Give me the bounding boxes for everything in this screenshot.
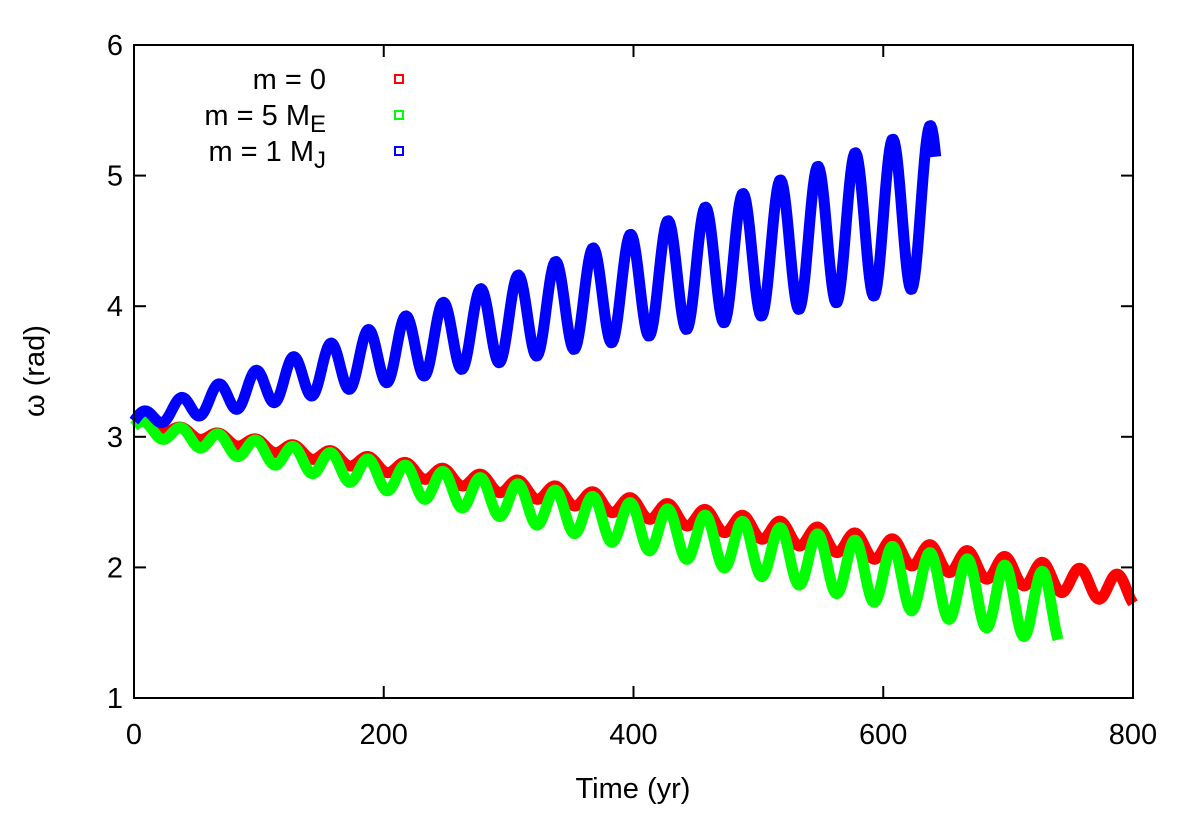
legend: m = 0 m = 5 MEm = 1 MJ [204, 64, 404, 174]
legend-label-0: m = 0 [253, 64, 326, 96]
x-axis-label: Time (yr) [576, 773, 691, 805]
plot-frame [133, 44, 1134, 699]
y-tick-label-5: 6 [107, 30, 123, 62]
series-layer [129, 120, 1138, 643]
y-tick-label-2: 3 [107, 422, 123, 454]
legend-marker-1 [394, 110, 404, 120]
ticks-layer: 0 200 400 600 800 1 2 3 4 5 6 [107, 30, 1157, 751]
legend-marker-2 [394, 146, 404, 156]
x-tick-label-2: 400 [609, 719, 657, 751]
series-line-2 [129, 120, 942, 429]
x-tick-label-3: 600 [859, 719, 907, 751]
y-tick-label-0: 1 [107, 683, 123, 715]
legend-label-2: m = 1 MJ [208, 136, 326, 174]
y-axis-label: ω (rad) [19, 325, 51, 417]
x-tick-label-0: 0 [126, 719, 142, 751]
y-tick-label-3: 4 [107, 291, 123, 323]
legend-marker-0 [394, 74, 404, 84]
y-tick-label-4: 5 [107, 161, 123, 193]
x-tick-label-4: 800 [1109, 719, 1157, 751]
series-line-1 [129, 415, 1064, 643]
legend-label-1: m = 5 ME [204, 100, 326, 138]
y-tick-label-1: 2 [107, 552, 123, 584]
x-tick-label-1: 200 [360, 719, 408, 751]
